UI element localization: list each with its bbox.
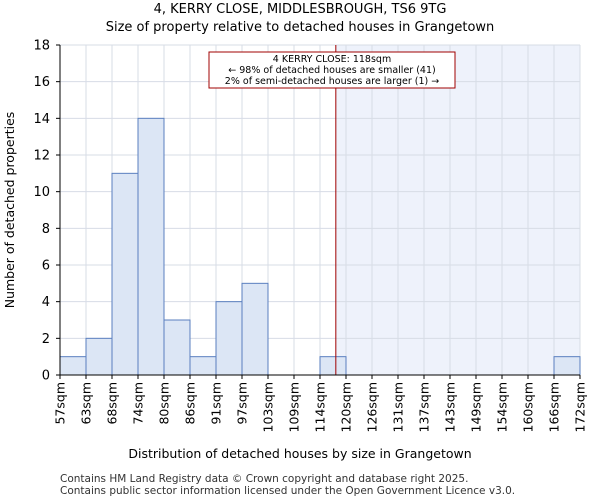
chart-subtitle: Size of property relative to detached ho… [105,20,495,35]
larger-region-shade [335,45,580,375]
y-tick-label: 8 [42,222,50,237]
histogram-bar [137,117,165,376]
x-tick-label: 160sqm [521,382,536,432]
x-tick-label: 149sqm [469,382,484,432]
x-tick-label: 68sqm [105,382,120,425]
x-tick-label: 154sqm [495,382,510,432]
x-tick-label: 137sqm [417,382,432,432]
histogram-bar [111,172,139,376]
annotation-line-1: 4 KERRY CLOSE: 118sqm [273,54,391,65]
x-tick-label: 91sqm [209,382,224,425]
y-tick-label: 18 [33,39,50,54]
y-tick-label: 6 [42,259,50,274]
x-tick-label: 86sqm [183,382,198,425]
x-tick-label: 143sqm [443,382,458,432]
annotation-line-3: 2% of semi-detached houses are larger (1… [225,76,439,87]
x-tick-label: 172sqm [573,382,588,432]
x-tick-label: 103sqm [261,382,276,432]
x-tick-label: 126sqm [365,382,380,432]
x-tick-label: 80sqm [157,382,172,425]
histogram-bar [215,301,243,376]
histogram-bar [59,356,87,376]
footer-licence: Contains public sector information licen… [60,485,516,497]
y-tick-label: 2 [42,332,50,347]
annotation-box [208,51,456,89]
x-tick-label: 97sqm [235,382,250,425]
histogram-bar [553,356,581,376]
x-tick-label: 114sqm [313,382,328,432]
histogram-bar [163,319,191,376]
histogram-bar [189,356,217,376]
y-tick-label: 16 [33,75,50,90]
y-axis-label: Number of detached properties [2,112,17,309]
x-axis-label: Distribution of detached houses by size … [128,446,471,461]
footer-copyright: Contains HM Land Registry data © Crown c… [60,473,469,485]
histogram-chart: 0 2 4 6 8 10 12 14 16 18 57sqm 63sqm 68sqm 74sqm 80sqm… [2,39,588,462]
histogram-bar [319,356,347,376]
y-tick-label: 10 [33,185,50,200]
x-tick-label: 74sqm [131,382,146,425]
y-tick-label: 12 [33,149,50,164]
x-tick-label: 57sqm [53,382,68,425]
y-tick-label: 4 [42,295,50,310]
x-tick-label: 120sqm [339,382,354,432]
annotation-line-2: ← 98% of detached houses are smaller (41… [228,65,435,76]
x-tick-label: 131sqm [391,382,406,432]
x-tick-label: 63sqm [79,382,94,425]
x-tick-label: 109sqm [287,382,302,432]
y-tick-label: 0 [42,369,50,384]
histogram-bar [241,282,269,376]
chart-title: 4, KERRY CLOSE, MIDDLESBROUGH, TS6 9TG [153,2,447,17]
x-tick-label: 166sqm [547,382,562,432]
histogram-bar [85,337,113,376]
y-tick-label: 14 [33,112,50,127]
